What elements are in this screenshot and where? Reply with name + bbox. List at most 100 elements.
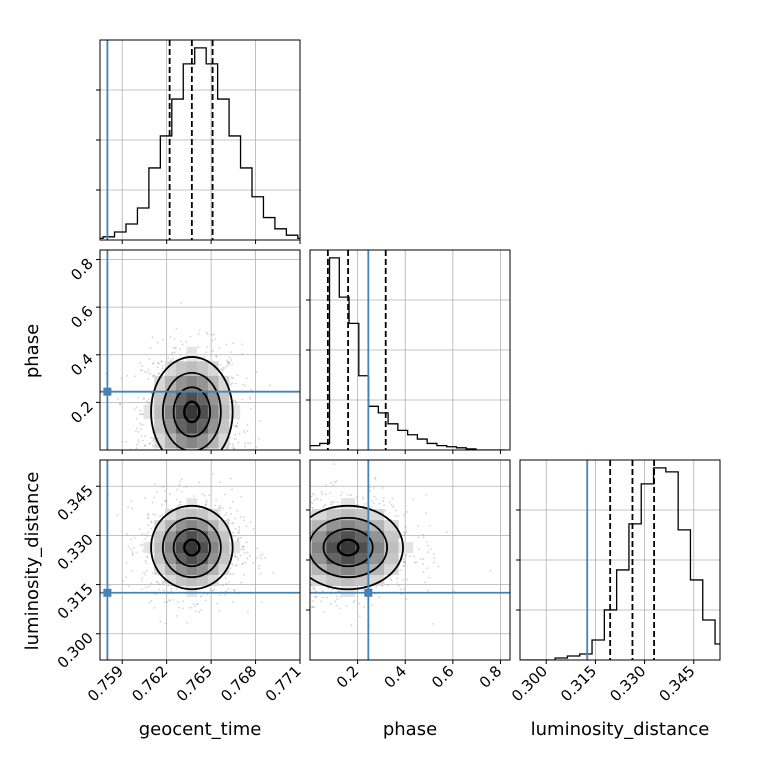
sample-point: [231, 500, 234, 503]
sample-point: [429, 524, 431, 527]
sample-point: [157, 372, 160, 375]
sample-point: [375, 498, 377, 500]
sample-point: [195, 602, 198, 605]
density-bin: [384, 553, 399, 565]
sample-point: [139, 413, 141, 416]
sample-point: [238, 529, 241, 531]
sample-point: [228, 361, 230, 363]
sample-point: [325, 596, 328, 599]
sample-point: [234, 555, 237, 558]
sample-point: [255, 547, 258, 550]
sample-point: [126, 533, 129, 536]
sample-point: [422, 533, 425, 536]
sample-point: [171, 351, 174, 354]
sample-point: [157, 362, 160, 365]
density-bin: [165, 390, 176, 405]
sample-point: [426, 567, 429, 570]
sample-point: [339, 607, 341, 610]
sample-point: [272, 571, 275, 574]
sample-point: [151, 375, 154, 378]
sample-point: [172, 346, 175, 349]
sample-point: [143, 571, 145, 574]
density-bin: [355, 564, 370, 575]
sample-point: [134, 430, 137, 433]
sample-point: [312, 587, 315, 590]
sample-point: [425, 541, 428, 543]
sample-point: [230, 376, 233, 379]
sample-point: [182, 600, 185, 603]
sample-point: [239, 537, 242, 539]
y-tick-label: 0.2: [67, 397, 97, 427]
sample-point: [243, 573, 245, 576]
sample-point: [218, 513, 221, 516]
sample-point: [180, 340, 182, 343]
sample-point: [324, 493, 327, 496]
sample-point: [154, 483, 157, 486]
density-bin: [186, 531, 198, 543]
sample-point: [153, 606, 156, 609]
density-bin: [355, 531, 370, 543]
sample-point: [219, 509, 221, 512]
density-bin: [186, 375, 198, 391]
contour-0: [150, 504, 234, 591]
density-geocent_time-vs-luminosity_distance: [107, 473, 275, 625]
sample-point: [168, 599, 171, 601]
sample-point: [233, 399, 235, 402]
density-bin: [175, 553, 187, 565]
sample-point: [406, 511, 408, 513]
sample-point: [141, 369, 144, 372]
density-bin: [165, 564, 176, 575]
sample-point: [206, 333, 209, 335]
density-bin: [165, 361, 176, 376]
sample-point: [427, 576, 430, 579]
panel-frame-1-0: [99, 249, 301, 451]
sample-point: [415, 561, 418, 564]
sample-point: [218, 507, 221, 510]
density-bin: [326, 531, 341, 543]
sample-point: [184, 507, 187, 510]
density-bin: [197, 531, 208, 543]
sample-point: [203, 494, 206, 497]
sample-point: [142, 398, 145, 401]
sample-point: [141, 533, 144, 536]
sample-point: [163, 589, 165, 592]
density-bin: [229, 404, 241, 420]
contour-1: [161, 371, 222, 450]
density-bin: [175, 509, 187, 521]
sample-point: [151, 440, 154, 443]
density-bin: [175, 531, 187, 543]
density-bin: [218, 433, 230, 449]
contour-2: [322, 527, 374, 568]
sample-point: [236, 374, 239, 377]
sample-point: [425, 512, 428, 514]
sample-point: [353, 599, 356, 602]
sample-point: [432, 553, 435, 555]
sample-point: [213, 588, 215, 591]
density-bin: [154, 404, 165, 420]
sample-point: [201, 493, 204, 496]
sample-point: [234, 425, 236, 428]
sample-point: [146, 556, 149, 559]
sample-point: [244, 561, 247, 564]
sample-point: [218, 609, 221, 612]
sample-point: [268, 384, 271, 387]
sample-point: [159, 620, 162, 623]
sample-point: [330, 603, 332, 606]
ticks-0-0: [96, 89, 301, 244]
sample-point: [390, 504, 393, 507]
sample-point: [249, 441, 252, 444]
sample-point: [198, 611, 201, 613]
sample-point: [133, 536, 136, 539]
sample-point: [181, 343, 184, 346]
sample-point: [403, 513, 406, 516]
sample-point: [404, 526, 407, 528]
density-bin: [165, 509, 176, 521]
sample-point: [163, 579, 166, 582]
sample-point: [153, 496, 156, 499]
sample-point: [246, 551, 249, 554]
density-bin: [154, 390, 165, 405]
sample-point: [246, 611, 249, 613]
density-bin: [207, 433, 219, 449]
sample-point: [369, 587, 372, 590]
sample-point: [424, 581, 426, 584]
